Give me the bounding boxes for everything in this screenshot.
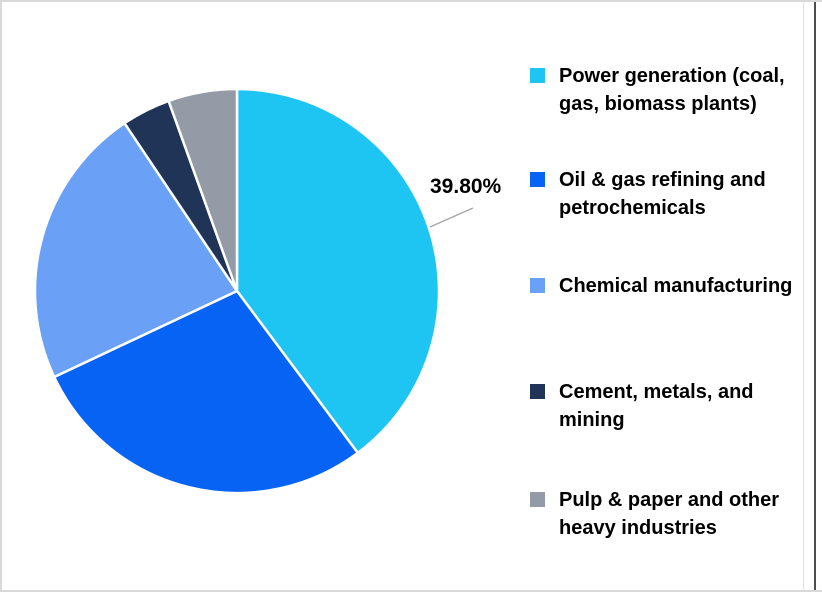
pie-slice-2 — [33, 121, 239, 379]
legend-label: Chemical manufacturing — [559, 275, 793, 297]
pie-slice-0 — [235, 87, 441, 455]
data-label-39-80: 39.80% — [430, 175, 502, 198]
legend-item-oil-gas: Oil & gas refining and petrochemicals — [530, 166, 802, 222]
legend-swatch-oil-gas — [530, 172, 545, 187]
leader-line — [429, 207, 474, 228]
legend-swatch-cement — [530, 384, 545, 399]
legend-label: Power generation (coal, gas, biomass pla… — [559, 65, 785, 115]
legend-item-power-generation: Power generation (coal, gas, biomass pla… — [530, 62, 802, 118]
legend-label: Cement, metals, and mining — [559, 381, 754, 431]
legend-item-cement: Cement, metals, and mining — [530, 378, 802, 434]
pie-chart — [33, 87, 474, 495]
legend-swatch-power-generation — [530, 68, 545, 83]
legend-swatch-chemical — [530, 278, 545, 293]
chart-area-right-border — [803, 2, 804, 590]
frame-right-edge — [814, 2, 816, 590]
legend-label: Oil & gas refining and petrochemicals — [559, 169, 766, 219]
pie-slice-4 — [167, 87, 239, 293]
legend-item-pulp-paper: Pulp & paper and other heavy industries — [530, 486, 802, 542]
legend: Power generation (coal, gas, biomass pla… — [530, 2, 802, 590]
legend-item-chemical: Chemical manufacturing — [530, 272, 802, 300]
legend-label: Pulp & paper and other heavy industries — [559, 489, 780, 539]
legend-swatch-pulp-paper — [530, 492, 545, 507]
